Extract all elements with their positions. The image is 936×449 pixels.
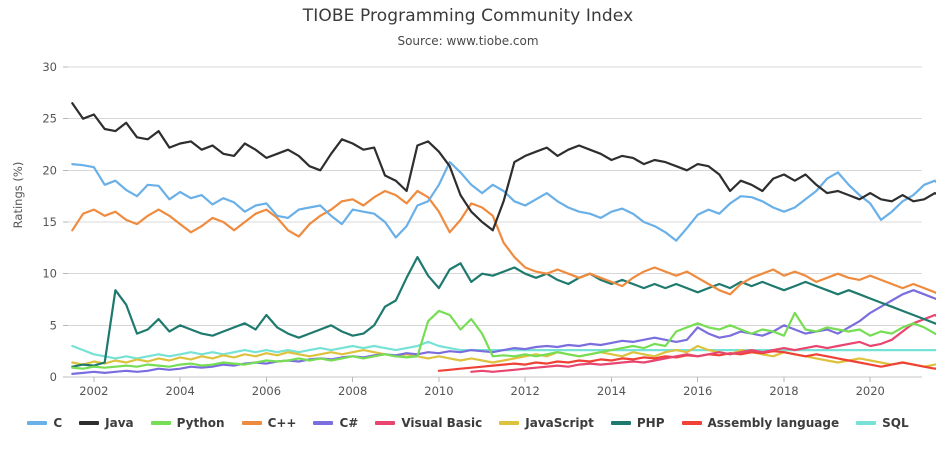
legend-label: C bbox=[53, 416, 63, 430]
legend-label: JavaScript bbox=[525, 416, 594, 430]
x-tick-label: 2016 bbox=[683, 384, 712, 398]
series-line-php bbox=[71, 256, 936, 368]
series-line-assembly-language bbox=[437, 350, 936, 372]
legend-item-python[interactable]: Python bbox=[150, 416, 225, 430]
legend-label: PHP bbox=[636, 416, 665, 430]
legend-label: SQL bbox=[882, 416, 909, 430]
legend-swatch-icon bbox=[313, 421, 334, 425]
y-tick-label: 0 bbox=[50, 370, 57, 384]
x-tick-label: 2010 bbox=[424, 384, 453, 398]
legend-label: Assembly language bbox=[707, 416, 840, 430]
x-tick-label: 2008 bbox=[338, 384, 367, 398]
legend-swatch-icon bbox=[241, 421, 262, 425]
chart-subtitle: Source: www.tiobe.com bbox=[397, 34, 539, 48]
x-axis-ticks: 2002 2004 2006 2008 2010 2012 2014 2016 2018 2020 bbox=[79, 377, 885, 398]
legend-label: Visual Basic bbox=[401, 416, 483, 430]
legend-item-assembly-language[interactable]: Assembly language bbox=[681, 416, 840, 430]
series-line-visual-basic bbox=[470, 313, 936, 373]
legend-item-c-[interactable]: C# bbox=[313, 416, 358, 430]
x-tick-label: 2012 bbox=[511, 384, 540, 398]
legend-item-php[interactable]: PHP bbox=[610, 416, 665, 430]
y-tick-label: 10 bbox=[42, 267, 57, 281]
legend-label: Python bbox=[176, 416, 225, 430]
legend-swatch-icon bbox=[79, 421, 100, 425]
legend-swatch-icon bbox=[150, 421, 171, 425]
legend-label: C++ bbox=[267, 416, 297, 430]
legend-swatch-icon bbox=[499, 421, 520, 425]
legend-swatch-icon bbox=[681, 421, 702, 425]
x-tick-label: 2004 bbox=[166, 384, 195, 398]
series-line-java bbox=[71, 102, 936, 232]
series-line-c bbox=[71, 161, 936, 242]
legend-item-javascript[interactable]: JavaScript bbox=[499, 416, 594, 430]
legend-swatch-icon bbox=[27, 421, 48, 425]
legend-swatch-icon bbox=[856, 421, 877, 425]
series-lines bbox=[71, 102, 936, 375]
y-tick-label: 30 bbox=[42, 60, 57, 74]
x-tick-label: 2020 bbox=[856, 384, 885, 398]
x-tick-label: 2018 bbox=[769, 384, 798, 398]
y-tick-label: 5 bbox=[50, 318, 57, 332]
y-axis-ticks: 0 5 10 15 20 25 30 bbox=[42, 60, 68, 384]
series-line-c- bbox=[71, 189, 936, 296]
legend-item-sql[interactable]: SQL bbox=[856, 416, 909, 430]
legend-swatch-icon bbox=[610, 421, 631, 425]
x-tick-label: 2014 bbox=[597, 384, 626, 398]
y-tick-label: 20 bbox=[42, 163, 57, 177]
legend-item-visual-basic[interactable]: Visual Basic bbox=[375, 416, 482, 430]
chart-title: TIOBE Programming Community Index bbox=[302, 6, 634, 26]
y-tick-label: 15 bbox=[42, 215, 57, 229]
legend-item-java[interactable]: Java bbox=[79, 416, 134, 430]
legend-item-c-[interactable]: C++ bbox=[241, 416, 297, 430]
x-tick-label: 2006 bbox=[252, 384, 281, 398]
legend-label: Java bbox=[105, 416, 134, 430]
chart-legend: C Java Python C++ C# Visual Basic JavaScript PH… bbox=[0, 416, 936, 430]
series-line-python bbox=[71, 309, 936, 370]
x-tick-label: 2002 bbox=[79, 384, 108, 398]
y-tick-label: 25 bbox=[42, 112, 57, 126]
legend-label: C# bbox=[339, 416, 359, 430]
legend-swatch-icon bbox=[375, 421, 396, 425]
legend-item-c[interactable]: C bbox=[27, 416, 62, 430]
